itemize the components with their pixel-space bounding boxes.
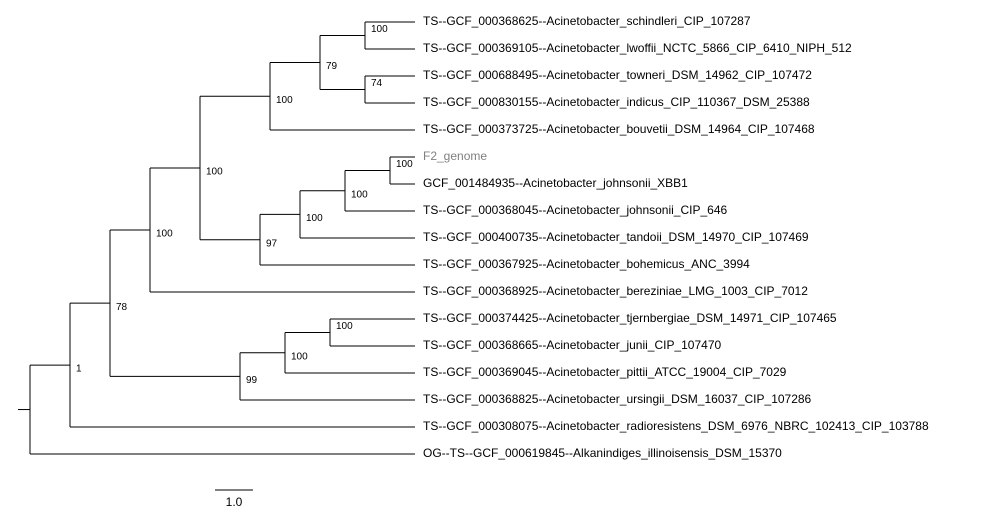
leaf-label: TS--GCF_000367925--Acinetobacter_bohemic…: [423, 257, 750, 271]
leaf-label: TS--GCF_000373725--Acinetobacter_bouveti…: [423, 122, 815, 136]
support-label: 100: [206, 167, 223, 178]
support-label: 100: [351, 189, 368, 200]
leaf-label: TS--GCF_000400735--Acinetobacter_tandoii…: [423, 230, 809, 244]
leaf-label: TS--GCF_000369045--Acinetobacter_pittii_…: [423, 365, 787, 379]
leaf-label: TS--GCF_000368925--Acinetobacter_berezin…: [423, 284, 808, 298]
support-label: 79: [326, 61, 338, 72]
support-label: 100: [291, 351, 308, 362]
support-label: 100: [371, 24, 388, 35]
scale-bar-label: 1.0: [226, 495, 243, 509]
leaf-label: TS--GCF_000368665--Acinetobacter_junii_C…: [423, 338, 722, 352]
support-label: 100: [276, 95, 293, 106]
phylogenetic-tree: TS--GCF_000368625--Acinetobacter_schindl…: [0, 0, 1000, 522]
support-label: 1: [76, 364, 82, 375]
leaf-label: GCF_001484935--Acinetobacter_johnsonii_X…: [423, 176, 688, 190]
support-label: 100: [306, 213, 323, 224]
support-label: 74: [371, 78, 383, 89]
support-label: 100: [396, 159, 413, 170]
support-label: 97: [266, 238, 278, 249]
leaf-label: TS--GCF_000369105--Acinetobacter_lwoffii…: [423, 41, 852, 55]
support-label: 99: [246, 375, 258, 386]
leaf-label: TS--GCF_000368625--Acinetobacter_schindl…: [423, 14, 751, 28]
leaf-label: F2_genome: [423, 149, 487, 163]
leaf-label: OG--TS--GCF_000619845--Alkanindiges_illi…: [423, 446, 782, 460]
leaf-label: TS--GCF_000368825--Acinetobacter_ursingi…: [423, 392, 812, 406]
support-label: 100: [156, 229, 173, 240]
leaf-label: TS--GCF_000368045--Acinetobacter_johnson…: [423, 203, 728, 217]
support-label: 100: [336, 321, 353, 332]
support-label: 78: [116, 302, 128, 313]
leaf-label: TS--GCF_000830155--Acinetobacter_indicus…: [423, 95, 810, 109]
leaf-label: TS--GCF_000308075--Acinetobacter_radiore…: [423, 419, 929, 433]
leaf-label: TS--GCF_000374425--Acinetobacter_tjernbe…: [423, 311, 837, 325]
leaf-label: TS--GCF_000688495--Acinetobacter_towneri…: [423, 68, 812, 82]
